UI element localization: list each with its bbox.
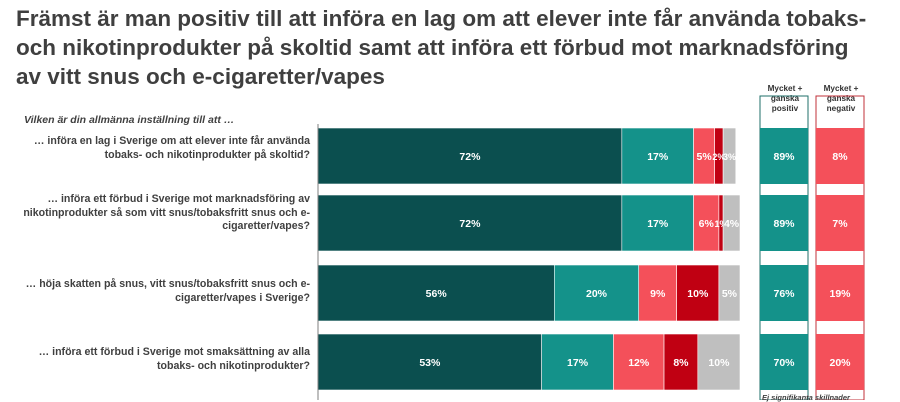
data-label-row2-series3: 6% <box>699 218 715 230</box>
summary-negative-cell-4 <box>816 334 864 390</box>
bar-segment-row3-series3 <box>638 264 677 322</box>
row-label-2: … införa ett förbud i Sverige mot markna… <box>23 193 310 232</box>
data-label-row2-series1: 72% <box>459 218 481 230</box>
summary-header-positive: Mycket + ganska positiv <box>767 84 803 113</box>
row-label-4: … införa ett förbud i Sverige mot smaksä… <box>38 346 310 372</box>
bar-segment-row4-series2 <box>541 333 614 391</box>
bar-segment-row3-series1 <box>317 264 555 322</box>
data-label-row4-series3: 12% <box>628 357 650 369</box>
summary-header-negative: Mycket + ganska negativ <box>823 84 859 113</box>
summary-negative-value-2: 7% <box>832 218 848 230</box>
summary-positive-value-4: 70% <box>773 357 795 369</box>
data-label-row3-series4: 10% <box>687 288 709 300</box>
data-label-row4-series2: 17% <box>567 357 589 369</box>
data-label-row1-series5: 3% <box>723 152 736 162</box>
chart-title: Främst är man positiv till att införa en… <box>16 6 867 89</box>
bar-segment-row1-series2 <box>621 127 694 185</box>
data-label-row3-series5: 5% <box>722 288 738 300</box>
summary-negative-cell-1 <box>816 128 864 184</box>
summary-positive-cell-4 <box>760 334 808 390</box>
bar-segment-row3-series5 <box>718 264 741 322</box>
bar-segment-row4-series5 <box>697 333 741 391</box>
summary-positive-cell-3 <box>760 265 808 321</box>
summary-positive-value-2: 89% <box>773 218 795 230</box>
summary-positive-cell-2 <box>760 195 808 251</box>
summary-negative-value-3: 19% <box>829 288 851 300</box>
summary-negative-cell-3 <box>816 265 864 321</box>
summary-positive-value-1: 89% <box>773 151 795 163</box>
data-label-row1-series2: 17% <box>647 151 669 163</box>
bar-segment-row2-series5 <box>722 194 741 252</box>
bar-segment-row4-series3 <box>613 333 665 391</box>
summary-negative-cell-2 <box>816 195 864 251</box>
row-label-3: … höja skatten på snus, vitt snus/tobaks… <box>25 278 310 304</box>
footnote: Ej signifikanta skillnader <box>762 393 850 402</box>
chart-subtitle: Vilken är din allmänna inställning till … <box>24 114 235 126</box>
data-label-row2-series4: 1% <box>715 219 728 229</box>
summary-negative-value-1: 8% <box>832 151 848 163</box>
data-label-row2-series2: 17% <box>647 218 669 230</box>
data-label-row3-series1: 56% <box>426 288 448 300</box>
summary-positive-value-3: 76% <box>773 288 795 300</box>
data-label-row2-series5: 4% <box>724 218 740 230</box>
bar-segment-row1-series5 <box>722 127 737 185</box>
bar-segment-row3-series4 <box>676 264 720 322</box>
bar-segment-row1-series1 <box>317 127 623 185</box>
data-label-row4-series5: 10% <box>708 357 730 369</box>
bar-segment-row2-series3 <box>693 194 720 252</box>
summary-positive-cell-1 <box>760 128 808 184</box>
summary-negative-value-4: 20% <box>829 357 851 369</box>
bar-segment-row2-series1 <box>317 194 623 252</box>
data-label-row4-series1: 53% <box>419 357 441 369</box>
data-label-row1-series3: 5% <box>697 151 713 163</box>
bar-segment-row3-series2 <box>554 264 640 322</box>
data-label-row1-series4: 2% <box>712 152 725 162</box>
row-label-1: … införa en lag i Sverige om att elever … <box>33 135 310 161</box>
data-label-row3-series2: 20% <box>586 288 608 300</box>
bar-segment-row4-series1 <box>317 333 542 391</box>
data-label-row3-series3: 9% <box>650 288 666 300</box>
data-label-row1-series1: 72% <box>459 151 481 163</box>
data-label-row4-series4: 8% <box>673 357 689 369</box>
